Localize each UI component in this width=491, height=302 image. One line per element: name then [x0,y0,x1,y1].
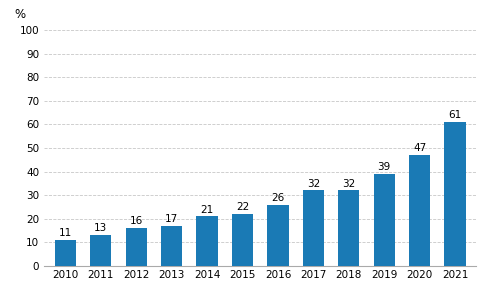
Bar [196,216,218,266]
Text: 22: 22 [236,202,249,212]
Bar [267,204,289,266]
Text: 17: 17 [165,214,178,224]
Text: 11: 11 [59,228,72,238]
Bar [444,122,465,266]
Bar [374,174,395,266]
Text: 39: 39 [378,162,391,172]
Bar [232,214,253,266]
Bar [409,155,430,266]
Text: 13: 13 [94,223,108,233]
Text: 16: 16 [130,217,143,226]
Text: 26: 26 [272,193,285,203]
Text: 32: 32 [307,179,320,189]
Bar [90,235,111,266]
Bar [338,190,359,266]
Bar [55,240,76,266]
Bar [303,190,324,266]
Bar [126,228,147,266]
Text: 47: 47 [413,143,426,153]
Bar [161,226,182,266]
Text: 61: 61 [448,111,462,120]
Text: 21: 21 [200,205,214,215]
Text: 32: 32 [342,179,355,189]
Text: %: % [14,8,25,21]
